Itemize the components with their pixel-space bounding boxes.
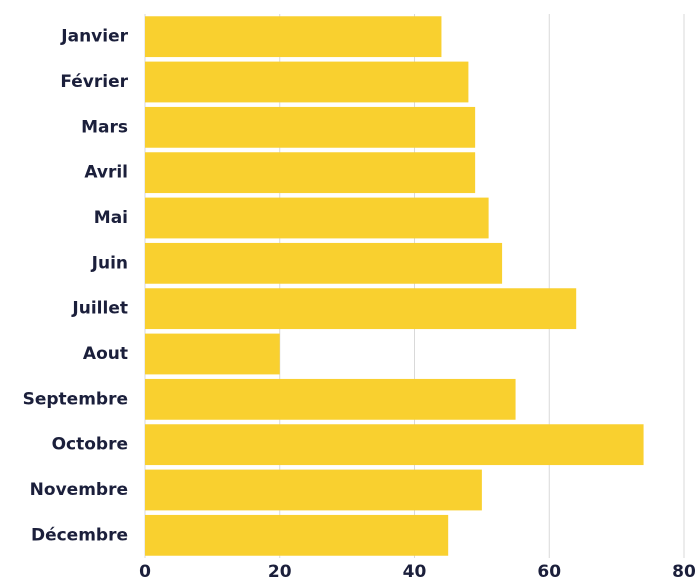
bar <box>145 242 503 284</box>
bar <box>145 514 449 556</box>
y-tick-label: Aout <box>83 344 128 364</box>
bar <box>145 61 469 103</box>
y-tick-label: Mai <box>94 208 128 228</box>
y-tick-label: Janvier <box>60 27 128 47</box>
y-tick-label: Octobre <box>52 435 128 455</box>
y-tick-label: Avril <box>84 163 128 183</box>
bar <box>145 378 516 420</box>
bar <box>145 106 476 148</box>
y-tick-label: Décembre <box>31 525 128 545</box>
bar <box>145 288 577 330</box>
x-tick-label: 20 <box>268 562 292 578</box>
bar <box>145 152 476 194</box>
y-tick-label: Septembre <box>23 389 128 409</box>
bar <box>145 424 644 466</box>
y-tick-label: Novembre <box>30 480 128 500</box>
y-tick-label: Mars <box>81 117 128 137</box>
x-tick-label: 60 <box>537 562 561 578</box>
x-tick-label: 80 <box>672 562 696 578</box>
y-tick-label: Février <box>60 72 128 92</box>
y-tick-label: Juillet <box>71 299 128 319</box>
bar <box>145 16 442 58</box>
y-tick-label: Juin <box>91 253 128 273</box>
bar <box>145 333 280 375</box>
bar <box>145 197 489 239</box>
x-tick-label: 40 <box>403 562 427 578</box>
bar <box>145 469 482 511</box>
x-tick-label: 0 <box>139 562 151 578</box>
